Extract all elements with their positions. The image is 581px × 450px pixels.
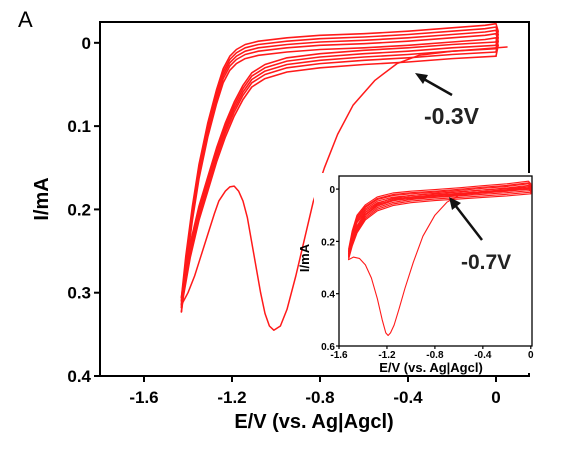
inset-y-axis-title: I/mA [297,243,312,272]
cv-trace-cycle-upper-1 [348,182,532,252]
cv-trace-cycle-upper-4 [180,37,499,313]
x-tick-label: -0.4 [393,388,423,407]
main-annotation-arrow [415,73,453,97]
main-cv-traces [180,22,508,331]
y-tick-label: 0.2 [67,200,91,219]
main-y-axis-title: I/mA [31,177,53,220]
y-tick-label: 0.4 [321,290,335,301]
cv-trace-first-scan-0 [180,46,508,331]
main-plot: -1.6 -1.2 -0.8 -0.4 0 0 0.1 0.2 0.3 0.4 I/mA E/V … [31,21,530,433]
x-tick-label: 0 [491,388,500,407]
cv-trace-cycle-upper-0 [348,180,532,250]
x-tick-label: -1.2 [217,388,246,407]
main-annotation-label: -0.3V [424,103,480,129]
cv-trace-cycle-lower-3 [180,51,497,309]
x-tick-label: -0.8 [426,350,444,361]
inset-x-axis-title: E/V (vs. Ag|Agcl) [379,360,483,375]
y-tick-label: 0 [329,185,335,196]
y-tick-label: 0.1 [67,117,91,136]
cv-trace-cycle-upper-3 [180,32,499,309]
main-ticks: -1.6 -1.2 -0.8 -0.4 0 0 0.1 0.2 0.3 0.4 [67,34,500,407]
y-tick-label: 0.4 [67,367,91,386]
x-tick-label: -1.6 [330,350,348,361]
inset-annotation-label: -0.7V [461,251,511,274]
cv-trace-cycle-lower-4 [180,55,497,313]
x-tick-label: -1.6 [129,388,158,407]
y-tick-label: 0.2 [321,237,335,248]
inset-plot: -1.6 -1.2 -0.8 -0.4 0 0 0.2 0.4 0.6 I/mA E/V (vs… [297,173,536,375]
x-tick-label: -1.2 [378,350,396,361]
x-tick-label: -0.8 [305,388,334,407]
main-x-axis-title: E/V (vs. Ag|Agcl) [234,411,393,433]
x-tick-label: -0.4 [474,350,492,361]
cv-trace-cycle-lower-5 [348,193,532,260]
cv-trace-cycle-upper-2 [348,183,532,253]
x-tick-label: 0 [528,350,534,361]
inset-annotation-arrow [449,197,483,241]
inset-cv-traces [348,180,532,337]
inset-ticks: -1.6 -1.2 -0.8 -0.4 0 0 0.2 0.4 0.6 [321,185,534,361]
y-tick-label: 0.6 [321,342,335,353]
y-tick-label: 0 [82,34,91,53]
panel-label: A [18,7,33,32]
inset-background [314,173,536,373]
y-tick-label: 0.3 [67,284,91,303]
